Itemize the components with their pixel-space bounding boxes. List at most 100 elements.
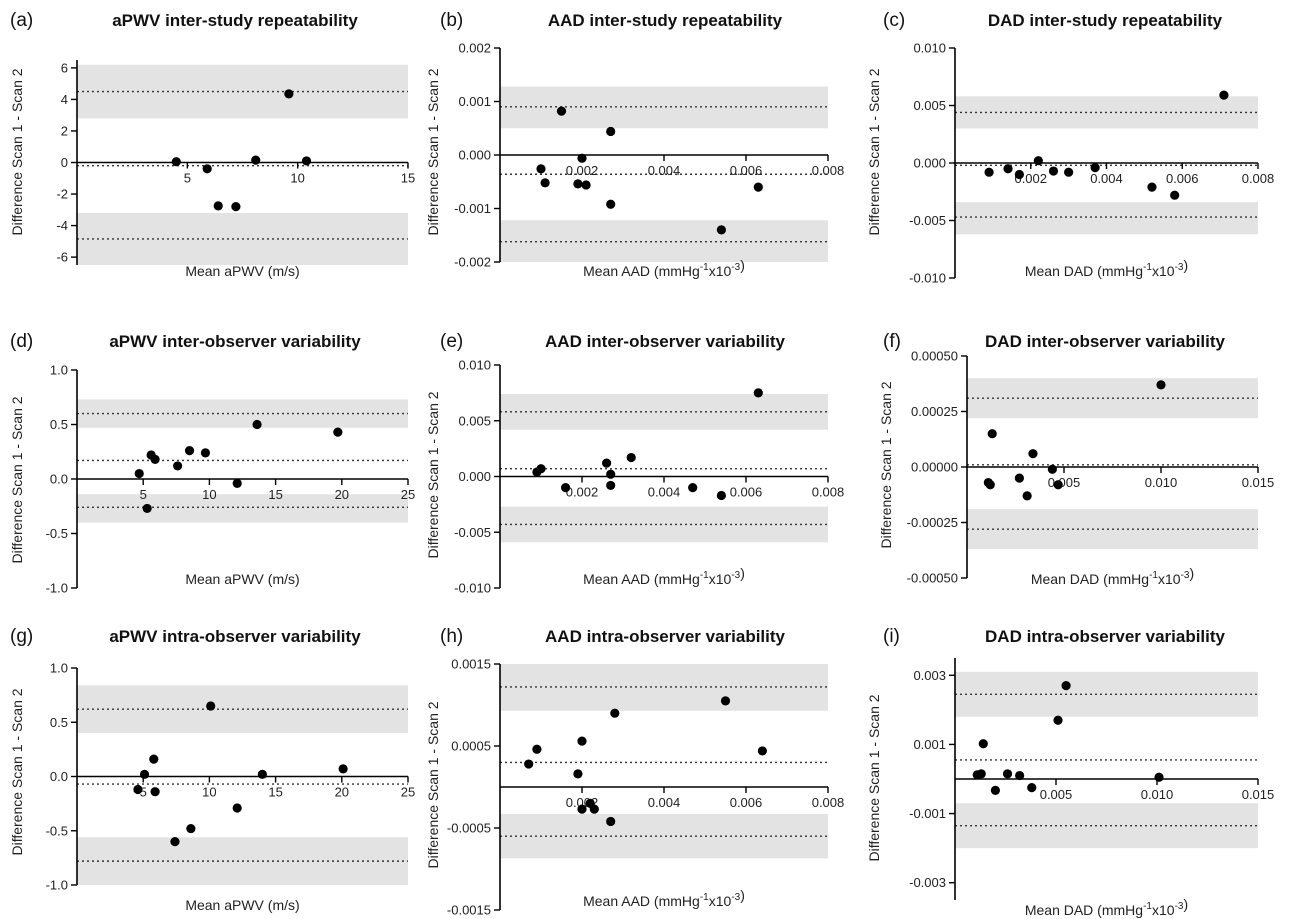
data-point	[1003, 164, 1013, 174]
data-point	[1170, 190, 1180, 200]
data-point	[1022, 491, 1032, 501]
data-point	[133, 784, 143, 795]
data-point	[577, 804, 587, 814]
y-tick-label: -0.002	[454, 255, 491, 270]
data-point	[753, 182, 763, 192]
data-point	[200, 448, 211, 458]
lower-loa-band	[955, 202, 1258, 235]
data-point	[536, 164, 546, 174]
panel-letter: (c)	[883, 10, 905, 31]
data-point	[577, 736, 587, 746]
data-point	[610, 708, 620, 718]
data-point	[716, 490, 727, 501]
lower-loa-band	[500, 220, 828, 262]
y-tick-label: 0.0	[50, 769, 68, 784]
y-tick-label: 0.5	[50, 417, 68, 432]
x-tick-label: 15	[401, 171, 415, 186]
data-point	[206, 701, 216, 711]
lower-loa-band	[500, 506, 828, 543]
data-point	[1048, 166, 1059, 176]
data-point	[1064, 167, 1074, 177]
y-tick-label: -0.0015	[447, 903, 491, 918]
x-tick-label: 25	[401, 785, 415, 800]
data-point	[252, 419, 262, 430]
data-point	[606, 480, 616, 491]
x-tick-label: 0.004	[648, 163, 681, 178]
lower-loa-band	[77, 494, 408, 523]
data-point	[338, 764, 348, 774]
data-point	[170, 837, 180, 847]
panel-letter: (b)	[440, 10, 463, 31]
data-point	[1047, 464, 1057, 474]
data-point	[757, 746, 768, 756]
x-tick-label: 10	[290, 171, 304, 186]
x-tick-label: 0.002	[566, 485, 599, 500]
y-tick-label: -0.5	[46, 526, 68, 541]
panel-title: aPWV inter-observer variability	[109, 332, 361, 351]
y-axis-label: Difference Scan 1 - Scan 2	[866, 694, 882, 861]
data-point	[577, 153, 587, 163]
y-tick-label: 0.000	[458, 148, 491, 163]
data-point	[606, 126, 616, 137]
x-tick-label: 20	[335, 785, 349, 800]
y-tick-label: 1.0	[50, 661, 68, 676]
panel-title: aPWV intra-observer variability	[109, 627, 361, 646]
data-point	[1027, 783, 1037, 793]
data-point	[149, 754, 159, 764]
panel-letter: (e)	[440, 331, 463, 352]
y-axis-label: Difference Scan 1 - Scan 2	[425, 68, 441, 235]
data-point	[1090, 163, 1100, 173]
data-point	[213, 201, 223, 211]
data-point	[606, 469, 616, 479]
data-point	[142, 503, 152, 514]
x-tick-label: 10	[202, 785, 216, 800]
y-tick-label: -0.010	[454, 581, 491, 596]
y-tick-label: 0.010	[913, 41, 946, 56]
data-point	[606, 816, 616, 827]
y-tick-label: 0.0015	[451, 657, 491, 672]
y-tick-label: -1.0	[46, 581, 68, 596]
y-tick-label: -1.0	[46, 878, 68, 893]
x-axis-label: Mean DAD (mmHg-1x10-3)	[1025, 257, 1188, 279]
y-tick-label: 1.0	[50, 363, 68, 378]
data-point	[333, 427, 343, 437]
data-point	[606, 199, 616, 209]
data-point	[573, 179, 583, 189]
data-point	[976, 769, 986, 779]
upper-loa-band	[500, 664, 828, 711]
panel-letter: (a)	[10, 10, 33, 31]
y-tick-label: 0.010	[458, 358, 491, 373]
panel-b: -0.002 -0.001 0.000 0.001 0.002 0.002 0.004 0.0…	[425, 10, 844, 279]
data-point	[231, 202, 241, 212]
x-tick-label: 15	[268, 785, 282, 800]
y-tick-label: -0.005	[909, 213, 946, 228]
y-tick-label: 4	[61, 92, 68, 107]
y-tick-label: 0.0	[50, 472, 68, 487]
panel-d: -1.0 -0.5 0.0 0.5 1.0 5 10 15 20 25 (d) aPWV inter-…	[9, 331, 415, 596]
panel-letter: (h)	[440, 626, 463, 647]
panel-title: DAD inter-study repeatability	[988, 11, 1223, 30]
data-point	[573, 769, 583, 779]
y-tick-label: 0.5	[50, 715, 68, 730]
x-tick-label: 0.006	[730, 795, 763, 810]
panel-title: AAD inter-study repeatability	[548, 11, 783, 30]
y-tick-label: 0.00050	[911, 349, 958, 364]
y-tick-label: -0.005	[454, 525, 491, 540]
x-axis-label: Mean aPWV (m/s)	[185, 263, 299, 279]
data-point	[589, 804, 599, 814]
panel-letter: (d)	[10, 331, 33, 352]
y-tick-label: 2	[61, 123, 68, 138]
panel-e: -0.010 -0.005 0.000 0.005 0.010 0.002 0.004 0.0…	[425, 331, 844, 596]
y-tick-label: 0.0005	[451, 739, 491, 754]
y-tick-label: -2	[56, 187, 68, 202]
data-point	[532, 744, 542, 754]
y-axis-label: Difference Scan 1 - Scan 2	[9, 688, 25, 855]
data-point	[284, 89, 294, 99]
panel-i: -0.003 -0.001 0.001 0.003 0.005 0.010 0.015 (i)…	[866, 626, 1274, 918]
y-tick-label: 0.005	[458, 413, 491, 428]
panel-letter: (f)	[883, 331, 901, 352]
x-axis-label: Mean DAD (mmHg-1x10-3)	[1025, 896, 1188, 918]
x-tick-label: 0.008	[812, 163, 845, 178]
y-tick-label: -0.010	[909, 271, 946, 286]
